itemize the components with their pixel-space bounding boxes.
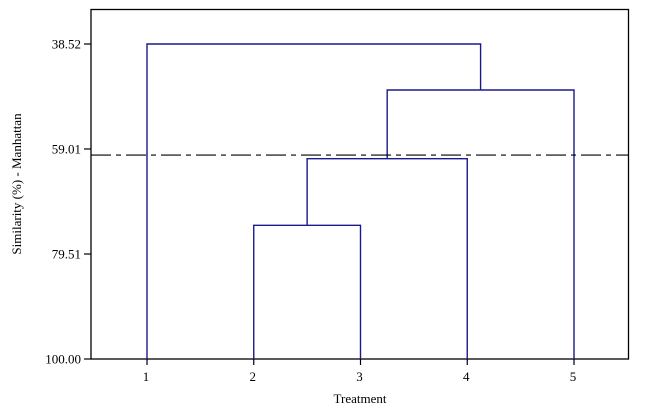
plot-frame: [90, 8, 630, 360]
x-axis-ticks: 1 2 3 4 5: [143, 359, 577, 384]
dendrogram-link: [253, 224, 362, 359]
dendrogram-links: [146, 43, 575, 359]
x-tick-label: 5: [570, 369, 577, 384]
x-axis-title: Treatment: [334, 391, 387, 406]
y-tick-label: 59.01: [52, 141, 81, 156]
y-tick-label: 100.00: [45, 352, 81, 367]
y-axis-ticks: 38.52 59.01 79.51 100.00: [45, 37, 91, 367]
y-tick-label: 38.52: [52, 37, 81, 52]
x-tick-label: 1: [143, 369, 150, 384]
dendrogram-link: [146, 43, 482, 359]
y-tick-label: 79.51: [52, 247, 81, 262]
dendrogram-link: [386, 89, 575, 359]
dendrogram-link: [306, 157, 468, 359]
x-tick-label: 4: [463, 369, 470, 384]
x-tick-label: 2: [250, 369, 257, 384]
y-axis-title: Similarity (%) - Manhattan: [9, 113, 24, 255]
x-tick-label: 3: [356, 369, 363, 384]
